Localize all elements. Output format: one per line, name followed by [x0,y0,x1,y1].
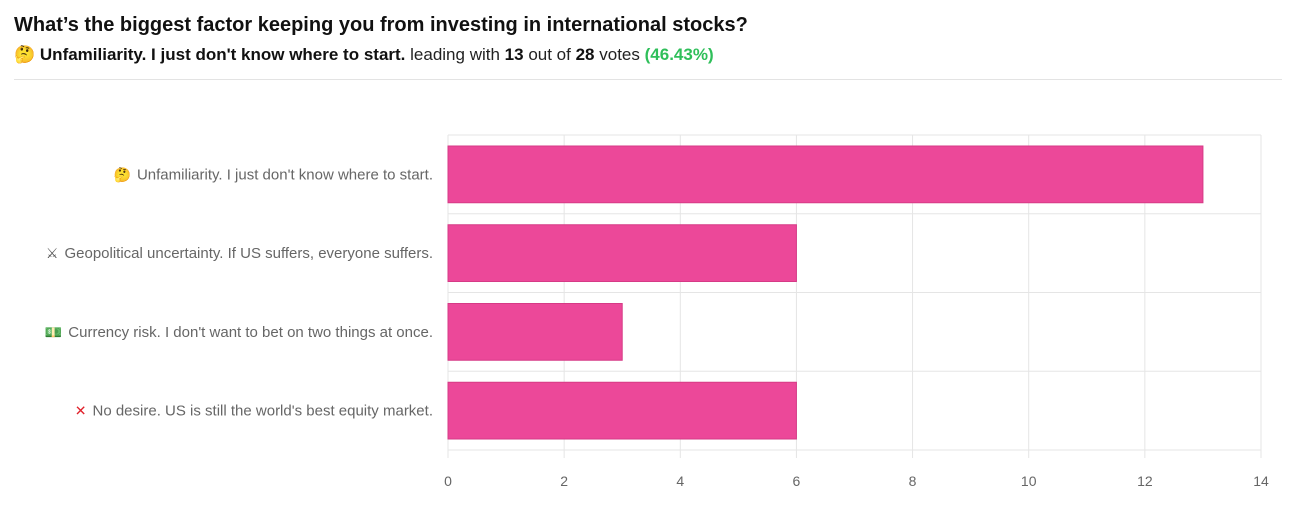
red-x-icon: ✕ [75,404,87,420]
leading-with-text: leading with [410,45,500,64]
thinking-face-icon: 🤔 [14,45,36,64]
category-label: Currency risk. I don't want to bet on tw… [68,324,433,341]
x-tick-label: 6 [793,473,801,489]
total-vote-count: 28 [575,45,595,64]
out-of-text: out of [528,45,571,64]
x-tick-label: 0 [444,473,452,489]
poll-header: What’s the biggest factor keeping you fr… [14,10,1282,69]
category-label: Unfamiliarity. I just don't know where t… [137,166,433,183]
bar [447,224,797,282]
x-tick-label: 14 [1253,473,1269,489]
leader-percentage: (46.43%) [644,45,714,64]
banknote-icon: 💵 [45,325,62,341]
leading-option-text: Unfamiliarity. I just don't know where t… [39,45,406,64]
crossed-swords-icon: ⚔ [46,246,59,262]
category-label: Geopolitical uncertainty. If US suffers,… [64,245,433,262]
x-tick-label: 2 [560,473,568,489]
bar [447,303,623,361]
x-tick-label: 4 [676,473,684,489]
thinking-face-icon: 🤔 [114,166,131,183]
x-tick-label: 12 [1137,473,1153,489]
poll-question: What’s the biggest factor keeping you fr… [14,14,748,36]
bar [447,145,1204,204]
category-label: No desire. US is still the world's best … [93,403,434,420]
header-divider [14,79,1282,80]
poll-summary: 🤔 Unfamiliarity. I just don't know where… [14,41,1282,69]
votes-word: votes [599,45,640,64]
bar [447,381,797,440]
x-tick-label: 8 [909,473,917,489]
leader-vote-count: 13 [504,45,524,64]
x-tick-label: 10 [1021,473,1037,489]
